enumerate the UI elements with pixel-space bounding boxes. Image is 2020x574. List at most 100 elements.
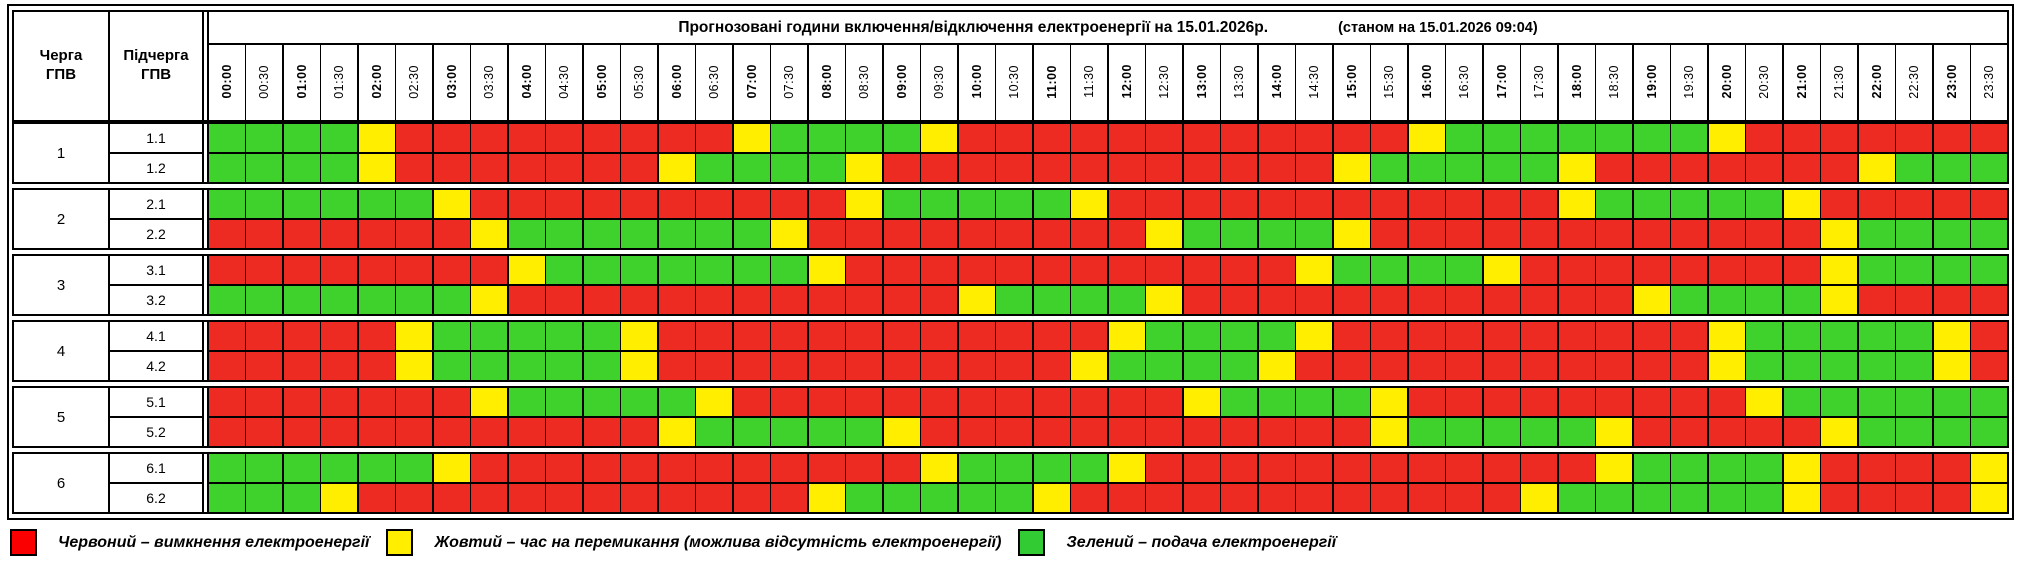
schedule-cell [396, 418, 434, 446]
schedule-cell [959, 388, 996, 416]
schedule-cell [1409, 124, 1446, 152]
schedule-cell [1709, 454, 1746, 482]
time-label-text: 13:30 [1232, 64, 1246, 99]
schedule-cell [1484, 154, 1521, 182]
schedule-cell [1934, 352, 1971, 380]
schedule-cell [1184, 124, 1221, 152]
schedule-cell [884, 286, 921, 314]
schedule-cell [1334, 220, 1371, 248]
schedule-cell [1296, 190, 1334, 218]
time-label: 00:30 [246, 45, 284, 120]
schedule-cell [621, 352, 659, 380]
schedule-cell [996, 220, 1034, 248]
schedule-cell [884, 190, 921, 218]
schedule-cell [1559, 352, 1596, 380]
schedule-cell [546, 418, 584, 446]
schedule-cell [1109, 286, 1146, 314]
schedule-cell [1896, 256, 1934, 284]
schedule-cell [396, 388, 434, 416]
time-label-text: 06:30 [707, 64, 721, 99]
subqueue-number: 6.1 [110, 454, 202, 484]
schedule-cell [1484, 388, 1521, 416]
schedule-cell [1971, 388, 2007, 416]
schedule-cell [1409, 220, 1446, 248]
schedule-cell [1596, 154, 1634, 182]
schedule-cell [1859, 454, 1896, 482]
time-label-text: 09:00 [895, 64, 909, 99]
subqueue-number: 6.2 [146, 490, 166, 506]
schedule-cell [1596, 256, 1634, 284]
schedule-cell [1896, 352, 1934, 380]
schedule-cell [1746, 286, 1784, 314]
schedule-cell [1934, 154, 1971, 182]
schedule-cell [209, 484, 246, 512]
schedule-cell [1971, 190, 2007, 218]
schedule-cell [546, 352, 584, 380]
schedule-cell [1334, 352, 1371, 380]
schedule-cell [809, 190, 846, 218]
subqueue-number: 3.2 [146, 292, 166, 308]
schedule-cell [1071, 388, 1109, 416]
time-label: 23:30 [1971, 45, 2007, 120]
schedule-cell [621, 154, 659, 182]
schedule-cell [396, 484, 434, 512]
schedule-cell [884, 124, 921, 152]
schedule-cell [1859, 190, 1896, 218]
schedule-cell [546, 154, 584, 182]
schedule-cell [1784, 418, 1821, 446]
schedule-cell [1034, 352, 1071, 380]
time-label: 05:00 [584, 45, 621, 120]
time-label-text: 10:30 [1007, 64, 1021, 99]
time-label: 01:00 [284, 45, 321, 120]
schedule-cell [809, 454, 846, 482]
schedule-row-6.1 [209, 454, 2007, 484]
schedule-cell [1709, 322, 1746, 350]
time-label-text: 20:30 [1757, 64, 1771, 99]
schedule-cell [471, 454, 509, 482]
schedule-cell [1671, 418, 1709, 446]
schedule-cell [1184, 484, 1221, 512]
time-header-zone: Прогнозовані години включення/відключенн… [207, 12, 2007, 120]
schedule-cell [1784, 484, 1821, 512]
schedule-cell [921, 418, 959, 446]
schedule-cell [1259, 154, 1296, 182]
schedule-cell [1034, 190, 1071, 218]
schedule-cell [509, 190, 546, 218]
schedule-cell [659, 190, 696, 218]
schedule-cell [1709, 154, 1746, 182]
schedule-cell [884, 154, 921, 182]
schedule-cell [1821, 454, 1859, 482]
schedule-cell [1521, 388, 1559, 416]
schedule-cell [321, 190, 359, 218]
schedule-cell [1221, 220, 1259, 248]
schedule-cell [471, 484, 509, 512]
schedule-cell [1109, 418, 1146, 446]
schedule-cell [996, 352, 1034, 380]
schedule-cell [1109, 220, 1146, 248]
legend-item-red: Червоний – вимкнення електроенергії [10, 529, 369, 556]
schedule-cell [434, 220, 471, 248]
schedule-cell [1221, 256, 1259, 284]
header-band: Черга ГПВ Підчерга ГПВ Прогнозовані годи… [12, 10, 2009, 122]
schedule-cell [659, 352, 696, 380]
schedule-cell [1784, 154, 1821, 182]
schedule-cell [1821, 322, 1859, 350]
legend-item-yellow: Жовтий – час на перемикання (можлива від… [386, 529, 1001, 556]
time-label-text: 17:30 [1532, 64, 1546, 99]
time-label: 09:00 [884, 45, 921, 120]
schedule-cell [546, 454, 584, 482]
schedule-cell [696, 454, 734, 482]
schedule-cell [1334, 256, 1371, 284]
schedule-cell [246, 256, 284, 284]
schedule-cell [246, 352, 284, 380]
schedule-cell [584, 454, 621, 482]
schedule-cell [771, 154, 809, 182]
schedule-row-4.1 [209, 322, 2007, 352]
schedule-cell [396, 454, 434, 482]
schedule-cell [1821, 256, 1859, 284]
schedule-cell [1484, 286, 1521, 314]
time-label-text: 15:30 [1382, 64, 1396, 99]
queue-column-header: Черга ГПВ [14, 12, 110, 120]
schedule-cell [1971, 286, 2007, 314]
schedule-cell [434, 454, 471, 482]
